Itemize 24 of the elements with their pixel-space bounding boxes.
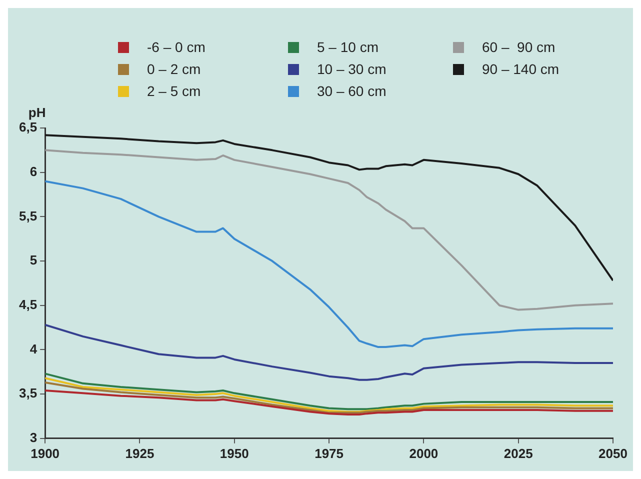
y-tick-label: 4,5 <box>18 296 38 312</box>
legend-label: 30 – 60 cm <box>317 83 386 99</box>
y-tick-label: 5 <box>30 252 38 268</box>
x-tick-label: 2050 <box>598 446 628 461</box>
legend-label: 5 – 10 cm <box>317 39 378 55</box>
x-tick-label: 2025 <box>504 446 533 461</box>
y-tick-label: 3 <box>30 430 38 445</box>
y-axis-title: pH <box>28 105 46 120</box>
legend-label: 90 – 140 cm <box>482 61 560 77</box>
y-tick-label: 6,5 <box>18 120 38 135</box>
legend-label: 0 – 2 cm <box>147 61 201 77</box>
legend-label: 10 – 30 cm <box>317 61 386 77</box>
y-tick-label: 6 <box>30 164 38 179</box>
legend-label: -6 – 0 cm <box>147 39 206 55</box>
x-tick-label: 1950 <box>220 446 249 461</box>
y-tick-label: 3,5 <box>18 386 38 401</box>
x-tick-label: 2000 <box>409 446 438 461</box>
x-tick-label: 1900 <box>30 446 60 461</box>
x-tick-label: 1925 <box>125 446 154 461</box>
legend-label: 2 – 5 cm <box>147 83 201 99</box>
x-tick-label: 1975 <box>314 446 344 461</box>
legend-label: 60 – 90 cm <box>482 39 556 55</box>
y-tick-label: 4 <box>30 341 38 356</box>
y-tick-label: 5,5 <box>18 208 38 224</box>
